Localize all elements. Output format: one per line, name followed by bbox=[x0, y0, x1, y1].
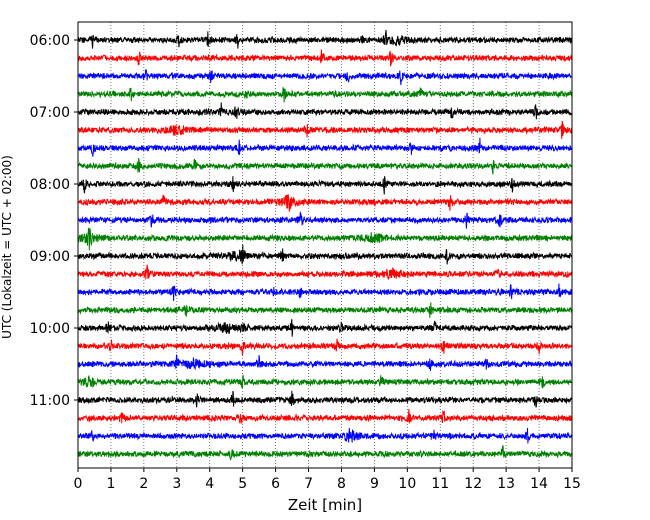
trace-layer bbox=[77, 30, 573, 461]
y-tick-label: 08:00 bbox=[30, 177, 70, 193]
trace-09:45 bbox=[77, 302, 573, 318]
trace-06:30 bbox=[77, 69, 573, 86]
trace-07:45 bbox=[77, 157, 573, 175]
trace-06:15 bbox=[77, 49, 573, 67]
y-tick-label: 10:00 bbox=[30, 321, 70, 337]
y-tick-label: 07:00 bbox=[30, 105, 70, 121]
trace-11:45 bbox=[77, 445, 573, 461]
y-tick-label: 11:00 bbox=[30, 393, 70, 409]
x-axis-ticks: 0 1 2 3 4 5 6 7 8 9 10 11 12 13 14 15 bbox=[74, 468, 581, 492]
trace-10:45 bbox=[77, 374, 573, 390]
x-tick-label: 9 bbox=[370, 476, 379, 492]
x-tick-label: 11 bbox=[431, 476, 449, 492]
trace-07:00 bbox=[77, 102, 573, 120]
y-tick-label: 09:00 bbox=[30, 249, 70, 265]
trace-08:15 bbox=[77, 194, 573, 212]
x-tick-label: 1 bbox=[106, 476, 115, 492]
x-tick-label: 2 bbox=[139, 476, 148, 492]
trace-06:45 bbox=[77, 87, 573, 103]
trace-08:00 bbox=[77, 176, 573, 195]
grid-layer bbox=[110, 22, 540, 468]
x-tick-label: 15 bbox=[563, 476, 581, 492]
trace-11:00 bbox=[77, 390, 573, 408]
y-axis-title: UTC (Lokalzeit = UTC + 02:00) bbox=[0, 155, 14, 339]
x-axis-title: Zeit [min] bbox=[288, 496, 362, 514]
plot-frame bbox=[77, 21, 573, 469]
y-axis-ticks: 06:00 07:00 08:00 09:00 10:00 11:00 bbox=[30, 33, 78, 409]
trace-09:30 bbox=[77, 283, 573, 302]
x-tick-label: 7 bbox=[304, 476, 313, 492]
trace-08:45 bbox=[77, 227, 573, 251]
trace-06:00 bbox=[77, 30, 573, 49]
x-tick-label: 10 bbox=[398, 476, 416, 492]
trace-09:15 bbox=[77, 264, 573, 281]
x-tick-label: 4 bbox=[205, 476, 214, 492]
x-tick-label: 6 bbox=[271, 476, 280, 492]
trace-09:00 bbox=[77, 244, 573, 265]
x-tick-label: 5 bbox=[238, 476, 247, 492]
trace-11:30 bbox=[77, 427, 573, 444]
x-tick-label: 3 bbox=[172, 476, 181, 492]
x-tick-label: 0 bbox=[74, 476, 83, 492]
trace-07:30 bbox=[77, 137, 573, 157]
trace-08:30 bbox=[77, 211, 573, 229]
trace-10:15 bbox=[77, 338, 573, 355]
y-tick-label: 06:00 bbox=[30, 33, 70, 49]
x-tick-label: 14 bbox=[530, 476, 548, 492]
trace-07:15 bbox=[77, 120, 573, 139]
trace-10:30 bbox=[77, 354, 573, 371]
x-tick-label: 8 bbox=[337, 476, 346, 492]
trace-11:15 bbox=[77, 408, 573, 425]
x-tick-label: 12 bbox=[464, 476, 482, 492]
trace-10:00 bbox=[77, 319, 573, 337]
x-tick-label: 13 bbox=[497, 476, 515, 492]
